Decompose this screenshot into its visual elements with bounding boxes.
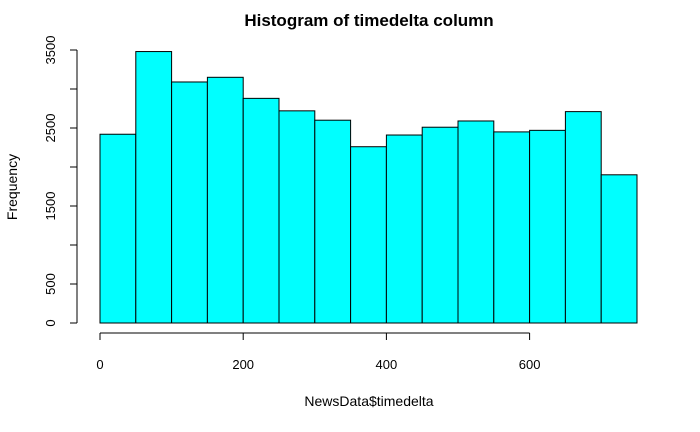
histogram-bar xyxy=(171,81,208,324)
y-tick-label: 1500 xyxy=(43,192,58,221)
histogram-bar xyxy=(206,76,244,324)
histogram-bar xyxy=(99,133,137,324)
histogram-bar xyxy=(529,129,566,324)
histogram-bar xyxy=(421,126,459,324)
histogram-bar xyxy=(135,51,173,324)
y-axis-label: Frequency xyxy=(4,154,20,220)
chart-title: Histogram of timedelta column xyxy=(244,11,493,30)
y-axis: 0 500 1500 2500 3500 xyxy=(43,36,78,327)
histogram-bar xyxy=(493,131,531,324)
y-tick-label: 0 xyxy=(43,319,58,326)
x-axis-label: NewsData$timedelta xyxy=(304,393,433,409)
x-tick-label: 0 xyxy=(96,357,103,372)
x-tick-label: 400 xyxy=(376,357,398,372)
histogram-bar xyxy=(278,110,316,324)
histogram-bar xyxy=(600,174,638,324)
x-axis: 0 200 400 600 xyxy=(96,332,541,372)
y-tick-label: 3500 xyxy=(43,36,58,65)
x-tick-label: 600 xyxy=(519,357,541,372)
histogram-bar xyxy=(242,97,280,324)
histogram-bar xyxy=(564,111,602,324)
y-tick-label: 2500 xyxy=(43,114,58,143)
histogram-bar xyxy=(457,120,495,324)
histogram-bar xyxy=(350,146,387,324)
histogram-bar xyxy=(385,134,423,324)
x-tick-label: 200 xyxy=(232,357,254,372)
y-tick-label: 500 xyxy=(43,273,58,295)
bars-group xyxy=(99,51,638,324)
histogram-bar xyxy=(314,119,352,324)
